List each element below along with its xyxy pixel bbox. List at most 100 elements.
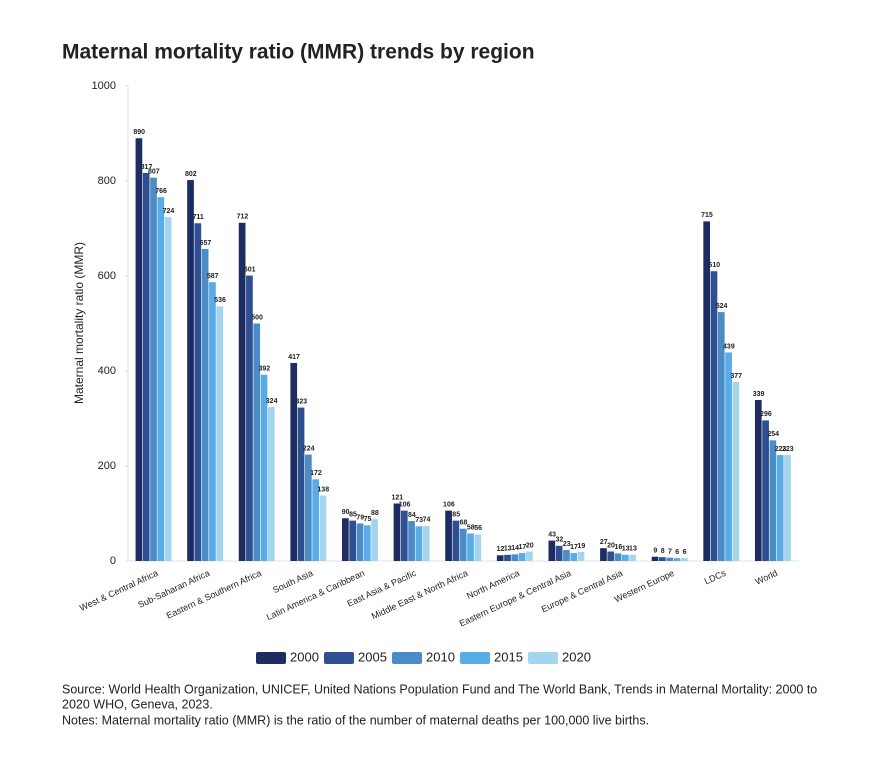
x-tick-label: Eastern & Southern Africa — [165, 568, 263, 621]
bar — [297, 407, 305, 561]
value-label: 14 — [511, 545, 519, 552]
bar — [607, 551, 615, 561]
value-label: 88 — [371, 510, 379, 517]
value-label: 17 — [519, 544, 527, 551]
legend-label: 2005 — [358, 649, 387, 664]
bar — [253, 323, 261, 561]
value-label: 524 — [716, 303, 728, 310]
x-tick-label: Middle East & North Africa — [370, 568, 469, 621]
value-label: 20 — [607, 542, 615, 549]
bar — [422, 525, 430, 561]
value-label: 58 — [467, 524, 475, 531]
bar — [415, 526, 423, 561]
value-label: 417 — [288, 354, 300, 361]
bar — [577, 551, 585, 561]
value-label: 138 — [317, 486, 329, 493]
value-label: 601 — [244, 266, 256, 273]
value-label: 392 — [258, 366, 270, 373]
value-label: 223 — [775, 446, 787, 453]
legend-swatch — [528, 652, 558, 664]
value-label: 439 — [723, 343, 735, 350]
bar — [769, 440, 777, 561]
y-tick-label: 600 — [98, 270, 116, 282]
source: Source: World Health Organization, UNICE… — [62, 682, 817, 696]
bar — [600, 548, 607, 561]
bar — [290, 362, 298, 561]
value-label: 13 — [622, 546, 630, 553]
value-label: 339 — [753, 391, 765, 398]
bar — [511, 554, 519, 561]
bar — [150, 177, 157, 562]
y-tick-label: 400 — [98, 365, 116, 377]
bar — [673, 558, 681, 561]
value-label: 6 — [683, 549, 687, 556]
bar — [142, 172, 150, 562]
bar — [563, 550, 570, 561]
value-label: 224 — [303, 445, 315, 452]
legend-label: 2010 — [426, 649, 455, 664]
value-label: 12 — [497, 546, 505, 553]
bar — [135, 138, 143, 561]
value-label: 16 — [614, 544, 622, 551]
bar — [216, 306, 224, 561]
bar — [246, 275, 253, 561]
legend-label: 2015 — [494, 649, 523, 664]
bar — [267, 407, 275, 561]
bar — [496, 555, 504, 561]
value-label: 766 — [155, 188, 167, 195]
bar — [260, 374, 268, 561]
notes: Notes: Maternal mortality ratio (MMR) is… — [62, 713, 649, 727]
bar — [710, 271, 718, 561]
bar — [754, 399, 762, 561]
y-tick-label: 1000 — [92, 80, 116, 92]
bar — [651, 556, 659, 561]
value-label: 85 — [349, 511, 357, 518]
bar — [445, 510, 452, 561]
value-label: 587 — [207, 273, 219, 280]
value-label: 79 — [356, 514, 364, 521]
value-label: 85 — [452, 511, 460, 518]
legend-swatch — [324, 652, 354, 664]
value-label: 7 — [668, 549, 672, 556]
value-label: 324 — [266, 398, 278, 405]
value-label: 56 — [474, 525, 482, 532]
bar — [621, 554, 629, 561]
value-label: 802 — [185, 171, 197, 178]
x-tick-label: LDCs — [703, 568, 728, 587]
y-tick-label: 800 — [98, 175, 116, 187]
value-label: 13 — [504, 546, 512, 553]
bar — [467, 533, 474, 561]
value-label: 90 — [342, 509, 350, 516]
value-label: 536 — [214, 297, 226, 304]
bar — [349, 520, 357, 561]
value-label: 610 — [708, 262, 720, 269]
value-label: 377 — [730, 373, 742, 380]
legend-label: 2020 — [562, 649, 591, 664]
value-label: 106 — [443, 501, 455, 508]
y-axis-label: Maternal mortality ratio (MMR) — [72, 242, 86, 404]
bar — [703, 221, 711, 561]
source: 2020 WHO, Geneva, 2023. — [62, 697, 213, 711]
bar — [732, 381, 740, 561]
value-label: 27 — [600, 539, 608, 546]
value-label: 121 — [391, 494, 403, 501]
value-label: 43 — [548, 531, 556, 538]
value-label: 6 — [675, 549, 679, 556]
bar — [238, 222, 246, 562]
bar — [408, 521, 415, 561]
bar — [452, 520, 460, 561]
value-label: 13 — [629, 546, 637, 553]
chart-title: Maternal mortality ratio (MMR) trends by… — [62, 41, 535, 64]
bar — [319, 495, 327, 561]
legend-swatch — [460, 652, 490, 664]
value-label: 724 — [163, 208, 175, 215]
bar — [614, 553, 622, 561]
value-label: 807 — [148, 169, 160, 176]
bar — [371, 519, 378, 561]
value-label: 223 — [782, 446, 794, 453]
value-label: 712 — [237, 214, 249, 221]
value-label: 74 — [423, 517, 431, 524]
value-label: 75 — [364, 516, 372, 523]
y-tick-label: 200 — [98, 460, 116, 472]
